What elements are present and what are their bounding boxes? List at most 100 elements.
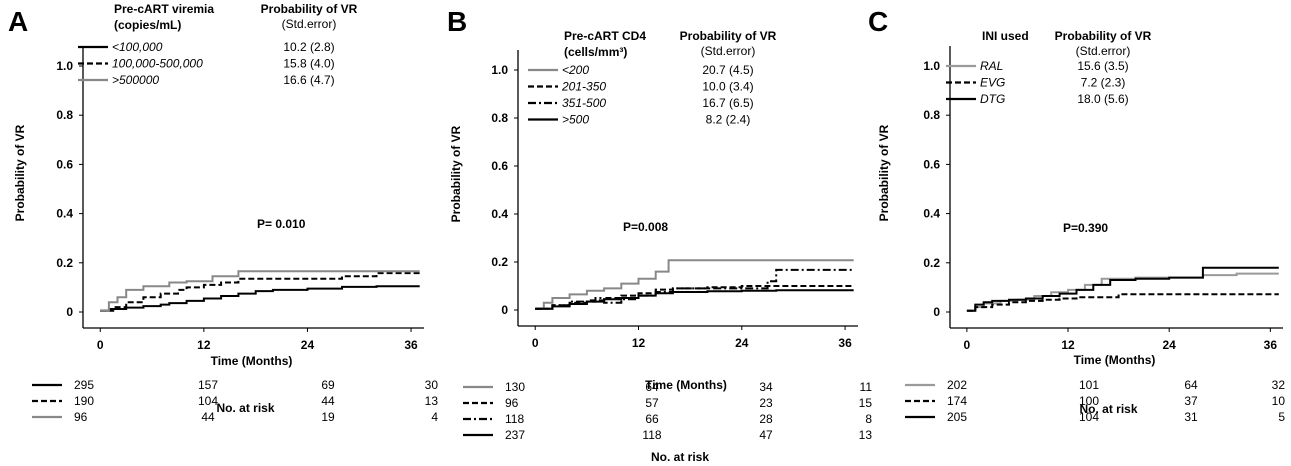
risk-count: 118 [505,412,524,426]
risk-count: 34 [759,380,773,394]
panel-letter: C [868,6,888,37]
y-tick-label: 1.0 [491,63,508,77]
x-tick-label: 36 [838,336,852,350]
risk-count: 44 [201,410,215,424]
y-tick-label: 0.8 [923,108,940,122]
risk-count: 101 [1079,378,1099,392]
x-tick-label: 12 [632,336,646,350]
y-tick-label: 0.8 [56,108,73,122]
x-tick-label: 24 [1163,338,1177,352]
legend-label: <200 [562,63,589,77]
risk-count: 31 [1184,410,1198,424]
risk-table-title: No. at risk [651,450,709,464]
y-tick-label: 0.6 [491,159,508,173]
legend-prob-value: 7.2 (2.3) [1081,76,1126,90]
x-axis-title: Time (Months) [645,378,727,392]
risk-count: 190 [74,394,94,408]
y-tick-label: 0.6 [923,157,940,171]
legend-prob-subheader: (Std.error) [701,44,756,58]
risk-count: 13 [425,394,439,408]
risk-count: 66 [645,412,659,426]
panel-c: C 0 0.2 0.4 0.6 0.8 1.0 0 12 24 36 Time (Months) Pro… [868,6,1285,424]
legend-label: EVG [980,76,1005,90]
risk-count: 104 [198,394,218,408]
legend-prob-header: Probability of VR [261,2,358,16]
risk-count: 11 [860,380,873,394]
risk-count: 30 [425,378,439,392]
legend-label: RAL [980,59,1003,73]
legend-prob-value: 15.8 (4.0) [283,57,334,71]
x-tick-label: 36 [1264,338,1278,352]
x-tick-label: 0 [532,336,539,350]
risk-count: 15 [859,396,873,410]
risk-table-title: No. at risk [1079,402,1137,416]
legend-label: DTG [980,92,1005,106]
series-line-3 [100,270,420,312]
y-tick-label: 0.4 [923,207,940,221]
risk-count: 19 [321,410,335,424]
risk-count: 157 [198,378,218,392]
y-tick-label: 1.0 [56,59,73,73]
risk-table-title: No. at risk [216,401,274,415]
p-value: P=0.008 [623,220,668,234]
risk-count: 13 [859,428,873,442]
legend-prob-value: 10.2 (2.8) [283,40,334,54]
legend-prob-value: 20.7 (4.5) [702,63,753,77]
risk-count: 205 [947,410,967,424]
x-tick-label: 0 [97,338,104,352]
panel-a: A 0 0.2 0.4 0.6 0.8 1.0 0 12 24 36 Time (Months) Pro… [8,2,438,424]
panel-letter: B [447,6,467,37]
legend-title: (copies/mL) [114,18,181,32]
y-axis-title: Probability of VR [13,124,27,221]
legend-prob-value: 8.2 (2.4) [706,113,751,127]
risk-count: 130 [505,380,525,394]
y-tick-label: 0.8 [491,111,508,125]
y-tick-label: 0.4 [491,207,508,221]
risk-count: 174 [947,394,967,408]
risk-count: 69 [321,378,335,392]
risk-count: 237 [505,428,525,442]
risk-count: 57 [645,396,659,410]
legend-prob-value: 10.0 (3.4) [702,80,753,94]
panel-b: B 0 0.2 0.4 0.6 0.8 1.0 0 12 24 36 Time (Months) Pro… [447,6,872,464]
series-line-2 [100,272,420,312]
legend-prob-value: 16.6 (4.7) [283,73,334,87]
series-line-3 [966,266,1279,312]
legend-title: Pre-cART CD4 [564,29,646,43]
risk-count: 104 [1079,410,1099,424]
legend-label: >500 [562,113,589,127]
legend-prob-subheader: (Std.error) [1076,44,1131,58]
x-tick-label: 12 [197,338,211,352]
x-tick-label: 36 [404,338,418,352]
risk-count: 23 [759,396,773,410]
legend-label: >500000 [112,73,159,87]
y-axis-title: Probability of VR [449,125,463,222]
p-value: P=0.390 [1063,221,1108,235]
risk-count: 5 [1278,410,1285,424]
legend-prob-subheader: (Std.error) [282,17,337,31]
legend-title: (cells/mm³) [564,45,627,59]
legend-prob-value: 18.0 (5.6) [1077,92,1128,106]
x-tick-label: 12 [1061,338,1075,352]
legend-prob-header: Probability of VR [1055,29,1152,43]
y-tick-label: 0.2 [491,255,508,269]
risk-count: 37 [1184,394,1198,408]
legend-label: <100,000 [112,40,163,54]
risk-count: 96 [505,396,519,410]
risk-count: 44 [321,394,335,408]
y-tick-label: 0.4 [56,207,73,221]
risk-count: 295 [74,378,94,392]
x-tick-label: 0 [964,338,971,352]
series-line-1 [100,285,420,312]
risk-count: 100 [1079,394,1099,408]
panel-letter: A [8,6,28,37]
legend-prob-value: 15.6 (3.5) [1077,59,1128,73]
risk-count: 8 [865,412,872,426]
y-tick-label: 1.0 [923,59,940,73]
legend-label: 351-500 [562,96,606,110]
risk-count: 4 [431,410,438,424]
legend-label: 201-350 [561,80,606,94]
x-tick-label: 24 [301,338,315,352]
series-line-2 [966,293,1279,312]
